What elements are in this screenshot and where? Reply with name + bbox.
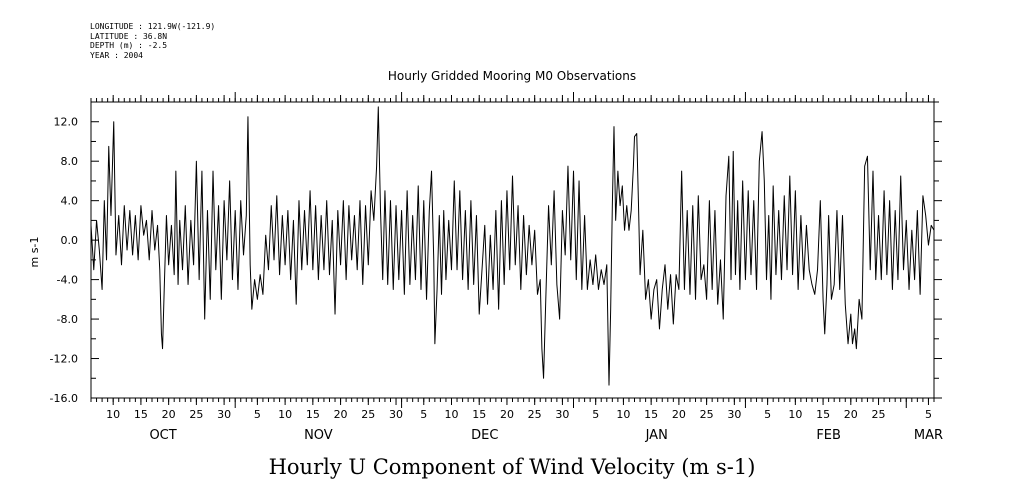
latitude-line: LATITUDE : 36.8N [90, 31, 168, 41]
x-day-label: 20 [672, 408, 686, 421]
depth-line: DEPTH (m) : -2.5 [90, 41, 168, 50]
x-day-label: 10 [788, 408, 802, 421]
y-tick-label: -8.0 [57, 313, 78, 326]
x-day-label: 15 [816, 408, 830, 421]
y-tick-label: -4.0 [57, 274, 78, 287]
x-day-label: 25 [189, 408, 203, 421]
x-axis-label: Hourly U Component of Wind Velocity (m s… [269, 455, 756, 479]
y-tick-label: 0.0 [61, 234, 79, 247]
x-day-label: 5 [420, 408, 427, 421]
month-label: OCT [149, 428, 176, 443]
x-day-label: 30 [555, 408, 569, 421]
month-label: JAN [645, 428, 668, 443]
month-label: FEB [816, 428, 841, 443]
chart-title: Hourly Gridded Mooring M0 Observations [388, 69, 636, 83]
x-day-label: 25 [528, 408, 542, 421]
metadata-header: LONGITUDE : 121.9W(-121.9) LATITUDE : 36… [90, 22, 215, 60]
x-day-label: 15 [134, 408, 148, 421]
month-label: NOV [304, 428, 333, 443]
y-tick-label: -12.0 [50, 353, 78, 366]
longitude-line: LONGITUDE : 121.9W(-121.9) [90, 22, 216, 31]
x-day-label: 15 [306, 408, 320, 421]
x-day-label: 15 [472, 408, 486, 421]
tick-labels: 12.0 8.0 4.0 0.0 -4.0 -8.0 -12.0 -16.0 10 15 20 25 3… [50, 116, 944, 443]
year-line: YEAR : 2004 [90, 50, 143, 60]
x-day-label: 5 [764, 408, 771, 421]
y-axis-label: m s-1 [28, 237, 41, 268]
y-tick-label: 4.0 [61, 195, 79, 208]
x-day-label: 30 [727, 408, 741, 421]
axis-ticks [90, 92, 942, 408]
x-day-label: 10 [106, 408, 120, 421]
y-tick-label: 8.0 [61, 155, 79, 168]
x-day-label: 20 [162, 408, 176, 421]
y-tick-label: 12.0 [54, 116, 79, 129]
month-label: DEC [471, 428, 498, 443]
x-day-label: 5 [592, 408, 599, 421]
x-day-label: 20 [334, 408, 348, 421]
x-day-label: 10 [616, 408, 630, 421]
u-wind-series-line [90, 106, 935, 386]
x-day-label: 15 [644, 408, 658, 421]
x-day-label: 20 [844, 408, 858, 421]
x-day-label: 20 [500, 408, 514, 421]
x-day-label: 30 [217, 408, 231, 421]
x-day-label: 10 [444, 408, 458, 421]
x-day-label: 25 [361, 408, 375, 421]
x-day-label: 30 [389, 408, 403, 421]
month-label: MAR [914, 428, 943, 443]
x-day-label: 5 [925, 408, 932, 421]
x-day-label: 25 [872, 408, 886, 421]
x-day-label: 25 [700, 408, 714, 421]
y-tick-label: -16.0 [50, 392, 78, 405]
x-day-label: 10 [278, 408, 292, 421]
x-day-label: 5 [254, 408, 261, 421]
